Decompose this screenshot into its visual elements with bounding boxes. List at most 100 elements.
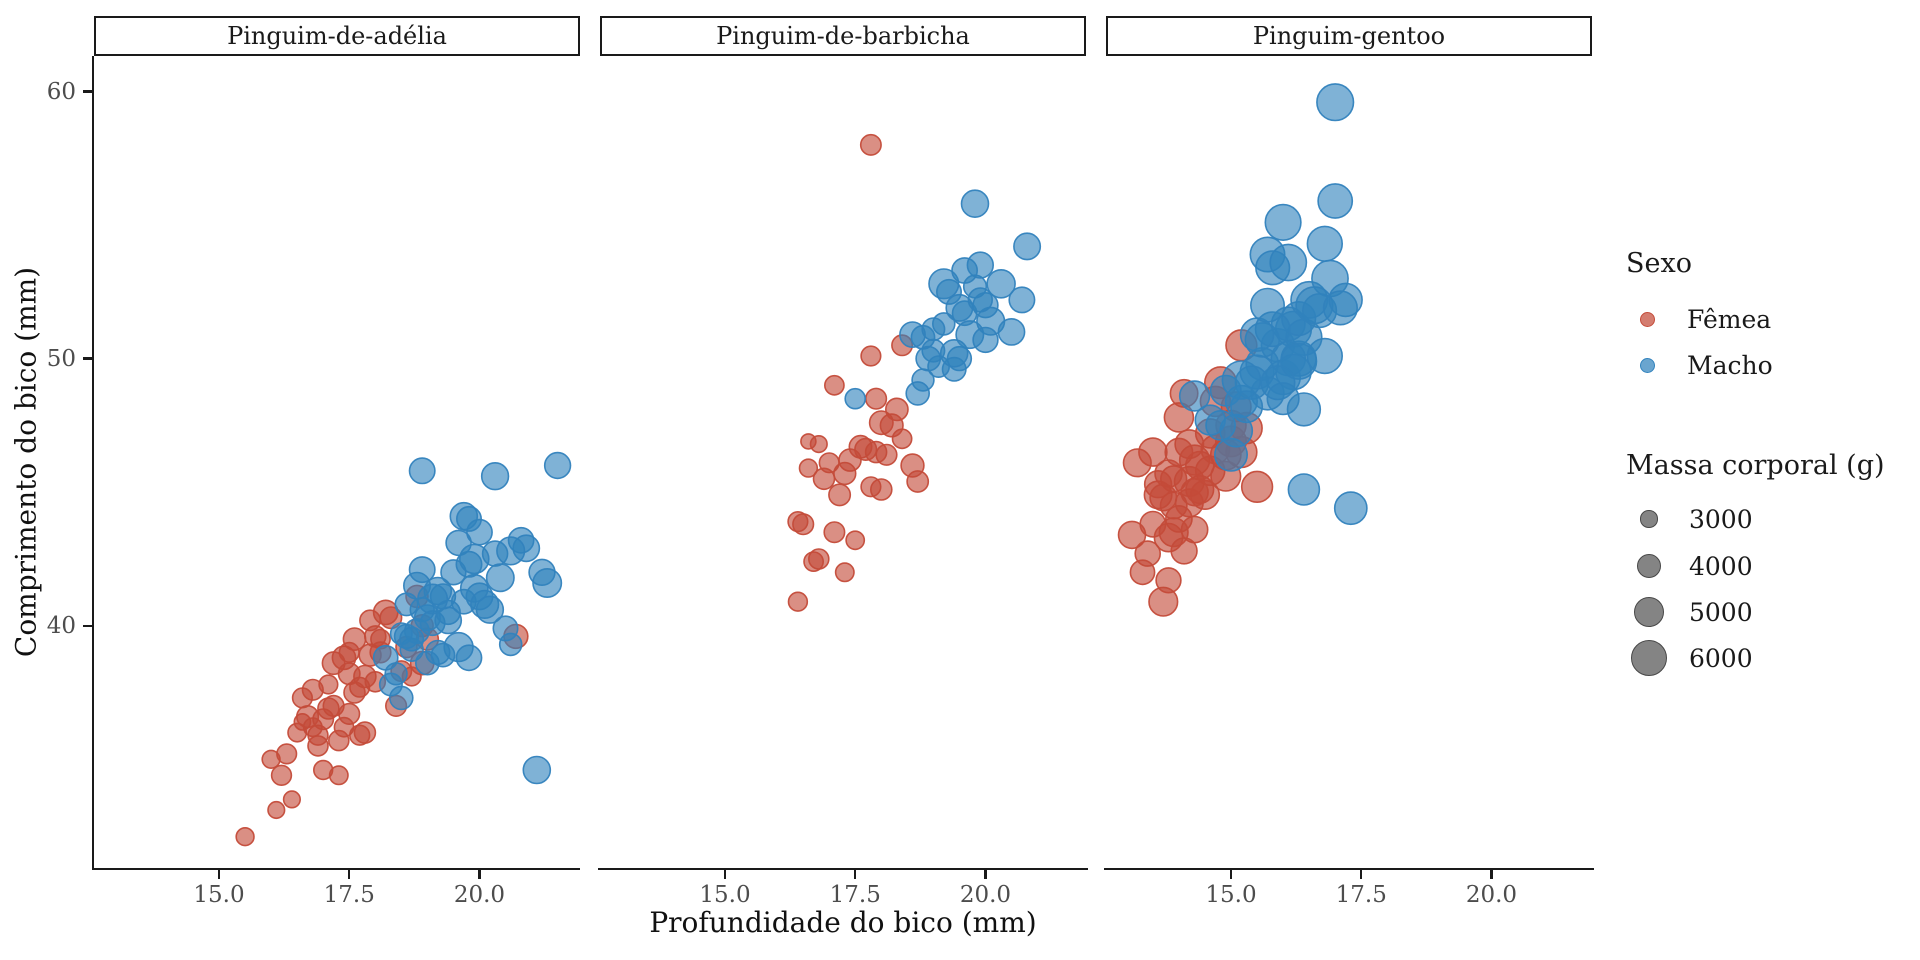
data-point-Macho: [417, 583, 449, 615]
y-tick-mark: [83, 357, 92, 360]
macho-color-dot-icon: [1640, 357, 1655, 373]
x-tick-mark: [984, 870, 987, 879]
legend-item-5000: 5000: [1629, 589, 1753, 635]
x-tick-label: 17.5: [323, 882, 375, 908]
x-tick-label: 17.5: [829, 882, 881, 908]
legend-sexo-title: Sexo: [1626, 248, 1692, 279]
data-point-Fêmea: [301, 678, 324, 701]
data-point-Macho: [1306, 337, 1344, 375]
data-point-Fêmea: [267, 800, 286, 820]
data-point-Macho: [455, 505, 482, 532]
data-point-Fêmea: [865, 387, 888, 410]
size-dot-box: [1629, 596, 1669, 628]
data-point-Macho: [972, 326, 999, 354]
data-point-Fêmea: [812, 467, 836, 491]
data-point-Fêmea: [328, 765, 349, 786]
legend-item-label: 5000: [1689, 597, 1753, 627]
legend-item-label: 6000: [1689, 643, 1753, 673]
data-point-Macho: [967, 287, 993, 313]
data-point-Macho: [844, 387, 866, 410]
data-point-Fêmea: [834, 562, 855, 583]
x-tick-label: 20.0: [1465, 882, 1518, 908]
data-point-Macho: [1269, 243, 1308, 282]
x-tick-mark: [1490, 870, 1493, 879]
y-tick-label: 40: [46, 612, 76, 639]
size-dot-4000-icon: [1636, 553, 1662, 579]
data-point-Fêmea: [1149, 483, 1178, 512]
data-point-Macho: [475, 595, 505, 624]
legend-item-4000: 4000: [1629, 543, 1753, 589]
femea-color-dot-icon: [1640, 311, 1655, 327]
data-point-Fêmea: [296, 704, 320, 729]
x-tick-mark: [1360, 870, 1363, 879]
data-point-Fêmea: [884, 397, 909, 422]
x-axis-ticks: 15.0 17.5 20.0: [94, 870, 580, 930]
x-tick-label: 15.0: [193, 882, 245, 908]
x-tick-label: 15.0: [1205, 882, 1257, 908]
legend-item-label: 4000: [1689, 551, 1753, 581]
data-point-Macho: [480, 462, 510, 491]
data-point-Fêmea: [875, 443, 898, 466]
y-tick-mark: [83, 90, 92, 93]
x-tick-mark: [854, 870, 857, 879]
data-point-Macho: [1306, 225, 1344, 263]
plot-panel-adelia: [94, 56, 580, 868]
data-point-Macho: [905, 381, 931, 406]
data-point-Fêmea: [1155, 567, 1182, 594]
x-tick-mark: [478, 870, 481, 879]
scatter-points-svg: [787, 133, 1042, 612]
data-point-Fêmea: [337, 662, 361, 686]
data-point-Macho: [543, 451, 572, 480]
y-tick-label: 50: [46, 345, 76, 372]
x-axis-ticks: 15.0 17.5 20.0: [600, 870, 1086, 930]
data-point-Fêmea: [900, 453, 925, 478]
x-tick-mark: [348, 870, 351, 879]
data-point-Macho: [939, 338, 969, 368]
legend-item-macho: Macho: [1634, 347, 1773, 383]
plot-panel-gentoo: [1106, 56, 1592, 868]
facet-strip-label: Pinguim-gentoo: [1252, 22, 1446, 50]
data-point-Macho: [1194, 404, 1226, 436]
data-point-Fêmea: [1163, 402, 1195, 433]
data-point-Macho: [399, 626, 425, 652]
data-point-Fêmea: [1180, 477, 1209, 507]
x-axis-title: Profundidade do bico (mm): [649, 906, 1037, 939]
facet-strip-adelia: Pinguim-de-adélia: [94, 16, 580, 56]
data-point-Fêmea: [1129, 559, 1156, 586]
plot-panel-barbicha: [600, 56, 1086, 868]
data-point-Macho: [986, 269, 1016, 299]
x-axis-line: [598, 867, 1088, 870]
data-point-Macho: [1287, 473, 1321, 506]
x-tick-label: 20.0: [959, 882, 1012, 908]
y-tick-label: 60: [46, 78, 76, 105]
data-point-Fêmea: [343, 681, 366, 704]
data-point-Macho: [997, 317, 1026, 346]
data-point-Macho: [532, 567, 563, 598]
facet-strip-label: Pinguim-de-barbicha: [716, 22, 970, 50]
data-point-Macho: [1013, 232, 1042, 261]
legend-item-label: Fêmea: [1687, 304, 1772, 334]
x-tick-label: 20.0: [453, 882, 506, 908]
x-axis-ticks: 15.0 17.5 20.0: [1106, 870, 1592, 930]
data-point-Macho: [394, 592, 419, 617]
data-point-Fêmea: [845, 530, 866, 551]
x-tick-mark: [1229, 870, 1233, 879]
data-point-Macho: [455, 644, 483, 672]
legend-item-femea: Fêmea: [1634, 301, 1771, 337]
size-dot-3000-icon: [1640, 510, 1658, 528]
data-point-Fêmea: [787, 591, 809, 612]
data-point-Macho: [372, 644, 399, 671]
data-point-Macho: [408, 457, 436, 485]
legend-massa-title: Massa corporal (g): [1626, 450, 1885, 481]
data-point-Fêmea: [349, 724, 371, 746]
data-point-Fêmea: [809, 435, 828, 454]
data-point-Fêmea: [1240, 470, 1274, 503]
x-axis-line: [1104, 867, 1594, 870]
data-point-Macho: [951, 257, 979, 284]
size-dot-5000-icon: [1633, 596, 1665, 628]
data-point-Fêmea: [235, 826, 255, 847]
facet-strip-barbicha: Pinguim-de-barbicha: [600, 16, 1086, 56]
scatter-points-svg: [235, 451, 572, 847]
data-point-Fêmea: [828, 483, 852, 507]
